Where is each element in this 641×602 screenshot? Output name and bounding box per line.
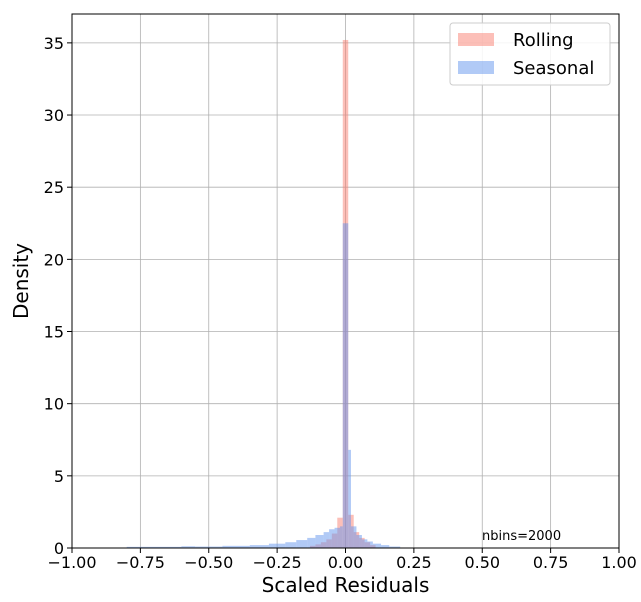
- seasonal-bar: [334, 527, 341, 548]
- x-tick-label: −0.50: [184, 553, 233, 572]
- seasonal-bar: [307, 537, 316, 548]
- x-tick-label: 0.00: [328, 553, 364, 572]
- y-tick-label: 30: [44, 106, 64, 125]
- seasonal-bar: [367, 541, 373, 548]
- y-axis-label: Density: [9, 243, 33, 319]
- legend-swatch-seasonal: [458, 61, 494, 74]
- seasonal-bar: [195, 546, 223, 548]
- seasonal-bar: [350, 526, 357, 548]
- legend-label-seasonal: Seasonal: [513, 58, 594, 79]
- histogram-bars: [126, 39, 401, 548]
- seasonal-bar: [381, 545, 390, 548]
- seasonal-bar: [356, 535, 362, 548]
- seasonal-bar: [389, 546, 401, 548]
- x-tick-label: 0.50: [464, 553, 500, 572]
- seasonal-bar: [285, 542, 297, 548]
- x-axis-label: Scaled Residuals: [262, 573, 430, 597]
- seasonal-bar: [296, 540, 308, 548]
- seasonal-bar: [342, 223, 349, 548]
- legend: Rolling Seasonal: [449, 22, 611, 86]
- y-tick-label: 20: [44, 250, 64, 269]
- seasonal-bar: [323, 532, 330, 548]
- seasonal-bar: [372, 543, 382, 548]
- seasonal-bar: [268, 543, 286, 548]
- seasonal-bar: [315, 535, 324, 548]
- x-tick-label: 1.00: [601, 553, 637, 572]
- y-tick-label: 5: [54, 467, 64, 486]
- nbins-annotation: nbins=2000: [482, 529, 561, 544]
- axis-ticks: −1.00 −0.75 −0.50 −0.25 0.00 0.25 0.50 0.75 1.00…: [44, 34, 637, 572]
- x-tick-label: −0.25: [253, 553, 302, 572]
- seasonal-bar: [249, 545, 269, 548]
- y-tick-label: 15: [44, 323, 64, 342]
- seasonal-bar: [126, 546, 182, 548]
- x-tick-label: 0.25: [396, 553, 432, 572]
- legend-label-rolling: Rolling: [513, 30, 574, 51]
- y-tick-label: 25: [44, 178, 64, 197]
- seasonal-bar: [348, 449, 351, 548]
- seasonal-bar: [361, 539, 368, 548]
- seasonal-bar: [340, 526, 343, 548]
- x-tick-label: 0.75: [533, 553, 569, 572]
- y-tick-label: 35: [44, 34, 64, 53]
- x-tick-label: −0.75: [116, 553, 165, 572]
- legend-swatch-rolling: [458, 33, 494, 46]
- seasonal-bar: [181, 546, 196, 548]
- seasonal-bar: [329, 529, 335, 548]
- seasonal-bar: [222, 545, 250, 548]
- y-tick-label: 10: [44, 395, 64, 414]
- y-tick-label: 0: [54, 539, 64, 558]
- x-tick-label: −1.00: [47, 553, 96, 572]
